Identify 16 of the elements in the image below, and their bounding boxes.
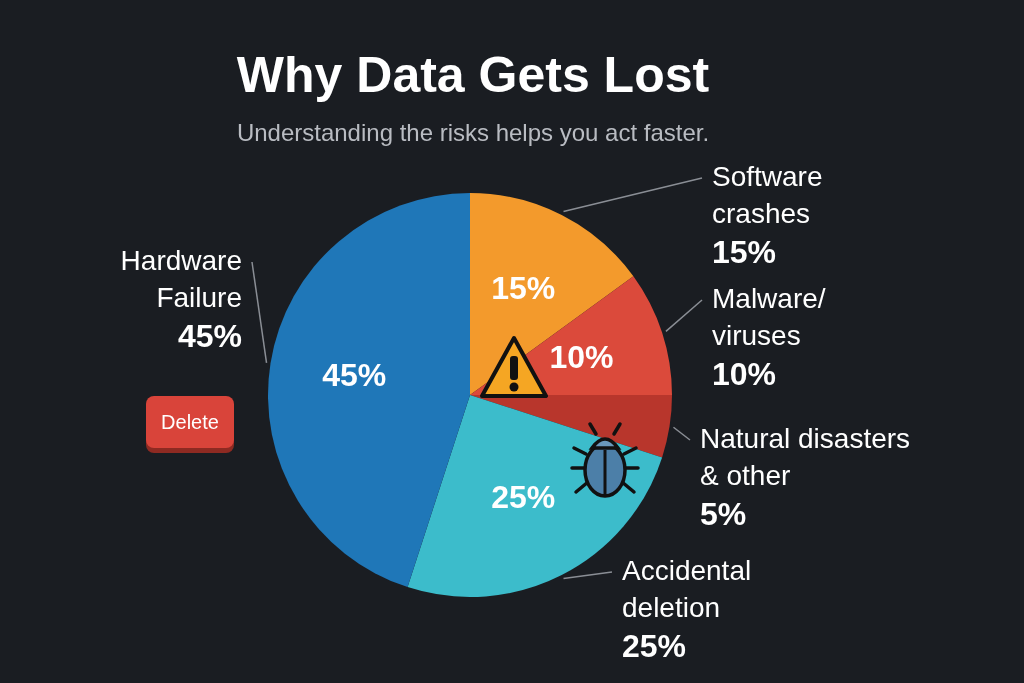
data-label: 25%	[491, 479, 556, 516]
slice-label: Natural disasters & other	[700, 422, 911, 491]
data-label: 45%	[322, 356, 387, 393]
slice-label: Accidental deletion	[622, 554, 752, 623]
slice-label: Malware/ viruses	[712, 282, 826, 351]
text: 15%	[712, 233, 777, 270]
chart-subtitle: Understanding the risks helps you act faster.	[236, 118, 710, 146]
data-label: 10%	[549, 338, 614, 375]
data-label: 15%	[491, 270, 556, 307]
chart-title: Why Data Gets Lost	[236, 46, 710, 103]
slice-label: Hardware Failure	[120, 244, 242, 313]
text: 10%	[712, 355, 777, 392]
data-label: 5%	[700, 495, 747, 532]
slice-label: Software crashes	[712, 160, 823, 229]
text: 25%	[622, 627, 687, 664]
text: 45%	[177, 317, 242, 354]
